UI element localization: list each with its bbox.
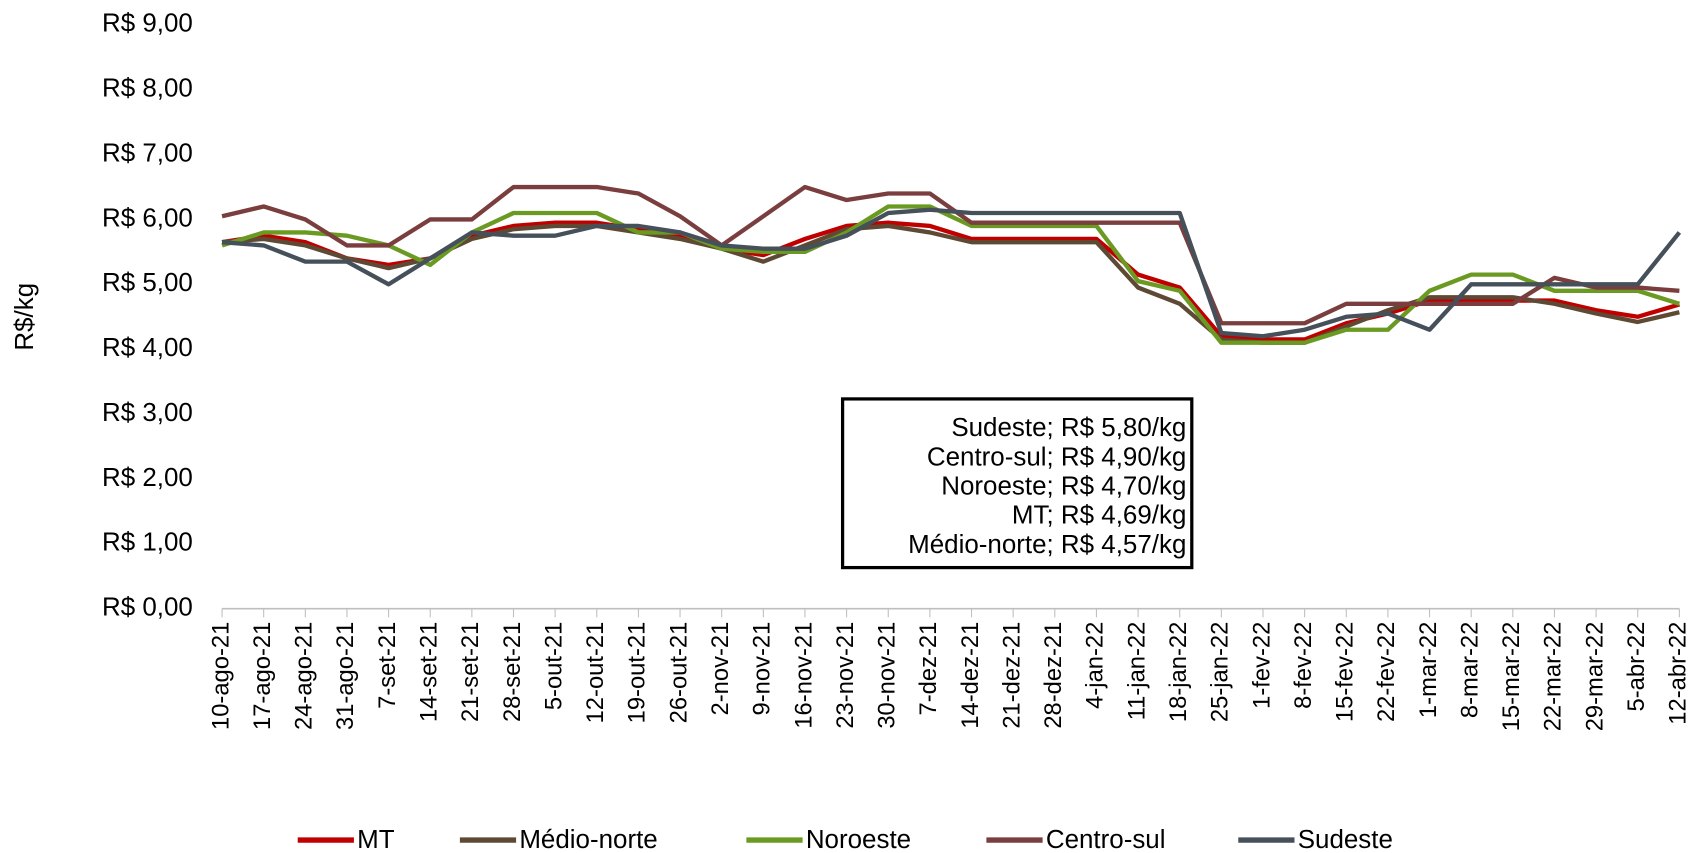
x-tick-label: 1-mar-22	[1415, 622, 1442, 718]
annotation: Sudeste; R$ 5,80/kg	[951, 414, 1186, 442]
x-tick-label: 5-abr-22	[1623, 622, 1650, 712]
legend-label: Sudeste	[1298, 826, 1393, 853]
x-tick-label: 12-abr-22	[1665, 622, 1692, 725]
x-tick-label: 23-nov-21	[832, 622, 859, 729]
y-tick-label: R$ 5,00	[102, 269, 193, 297]
x-tick-label: 22-mar-22	[1540, 622, 1567, 732]
x-tick-label: 8-fev-22	[1290, 622, 1317, 709]
x-tick-label: 8-mar-22	[1456, 622, 1483, 718]
x-tick-label: 7-set-21	[374, 622, 401, 709]
annotation-box	[840, 397, 1194, 570]
y-axis-label: R$/kg	[11, 283, 39, 351]
x-tick-label: 21-set-21	[457, 622, 484, 722]
x-tick-label: 21-dez-21	[998, 622, 1025, 729]
y-tick-label: R$ 9,00	[102, 10, 193, 38]
x-tick-label: 5-out-21	[540, 622, 567, 711]
x-tick-label: 17-ago-21	[249, 622, 276, 730]
annotation: Médio-norte; R$ 4,57/kg	[908, 531, 1186, 559]
x-tick-label: 16-nov-21	[790, 622, 817, 729]
series-line	[221, 184, 1680, 326]
x-tick-label: 14-set-21	[416, 622, 443, 722]
series-line	[221, 207, 1682, 339]
annotation: MT; R$ 4,69/kg	[1012, 502, 1186, 530]
x-tick-label: 29-mar-22	[1581, 622, 1608, 732]
y-tick-label: R$ 0,00	[102, 594, 193, 622]
y-tick-label: R$ 6,00	[102, 204, 193, 232]
x-tick-label: 25-jan-22	[1207, 622, 1234, 722]
x-tick-label: 12-out-21	[582, 622, 609, 724]
x-tick-label: 1-fev-22	[1248, 622, 1275, 709]
legend-label: Noroeste	[806, 826, 911, 853]
x-tick-label: 18-jan-22	[1165, 622, 1192, 722]
series-line	[221, 220, 1680, 342]
annotation: Centro-sul; R$ 4,90/kg	[927, 443, 1187, 471]
y-tick-label: R$ 3,00	[102, 399, 193, 427]
x-tick-label: 28-dez-21	[1040, 622, 1067, 729]
x-tick-label: 22-fev-22	[1373, 622, 1400, 722]
x-tick-label: 7-dez-21	[915, 622, 942, 716]
x-tick-label: 19-out-21	[624, 622, 651, 724]
x-tick-label: 28-set-21	[499, 622, 526, 722]
annotation: Noroeste; R$ 4,70/kg	[941, 472, 1186, 500]
legend-label: Médio-norte	[519, 826, 657, 853]
x-tick-label: 26-out-21	[665, 622, 692, 724]
x-tick-label: 2-nov-21	[707, 622, 734, 716]
x-tick-label: 10-ago-21	[207, 622, 234, 730]
x-tick-label: 15-fev-22	[1332, 622, 1359, 722]
y-tick-label: R$ 4,00	[102, 334, 193, 362]
y-tick-label: R$ 8,00	[102, 75, 193, 103]
x-tick-label: 24-ago-21	[291, 622, 318, 730]
legend-label: MT	[357, 826, 395, 853]
x-tick-label: 31-ago-21	[332, 622, 359, 730]
x-tick-label: 4-jan-22	[1082, 622, 1109, 709]
legend-label: Centro-sul	[1046, 826, 1166, 853]
x-tick-label: 30-nov-21	[874, 622, 901, 729]
x-tick-label: 15-mar-22	[1498, 622, 1525, 732]
x-tick-label: 14-dez-21	[957, 622, 984, 729]
y-tick-label: R$ 1,00	[102, 529, 193, 557]
x-tick-label: 9-nov-21	[749, 622, 776, 716]
y-tick-label: R$ 2,00	[102, 464, 193, 492]
series-line	[221, 204, 1681, 345]
x-tick-label: 11-jan-22	[1123, 622, 1150, 721]
y-tick-label: R$ 7,00	[102, 139, 193, 167]
series-line	[221, 223, 1680, 345]
